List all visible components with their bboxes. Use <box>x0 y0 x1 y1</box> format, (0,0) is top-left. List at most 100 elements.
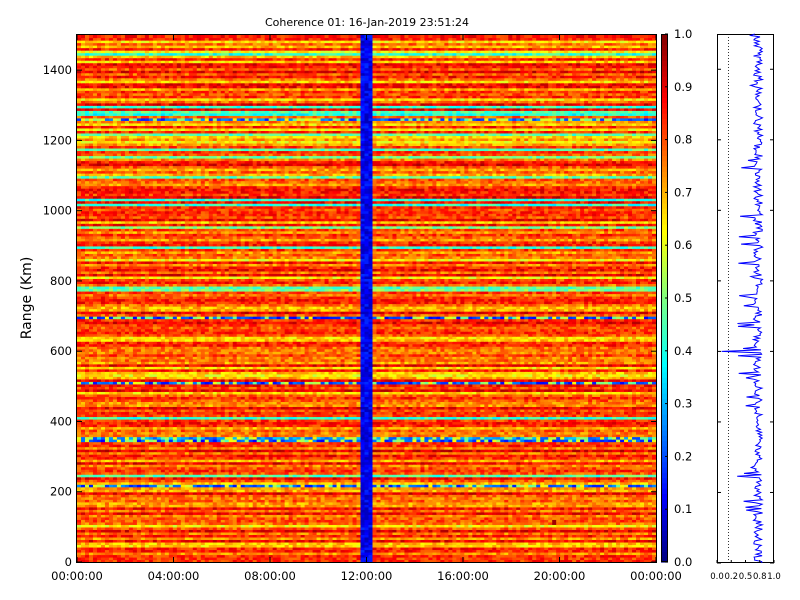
heatmap-cell <box>516 531 521 535</box>
heatmap-cell <box>572 556 577 561</box>
heatmap-cell <box>124 544 130 548</box>
heatmap-cell <box>452 556 457 561</box>
heatmap-cell <box>608 541 613 546</box>
heatmap-cell <box>136 541 142 546</box>
heatmap-cell <box>520 531 525 535</box>
heatmap-cell <box>216 524 222 528</box>
heatmap-cell <box>280 559 286 563</box>
heatmap-cell <box>484 531 489 535</box>
heatmap-cell <box>140 524 146 528</box>
heatmap-cell <box>80 559 86 563</box>
heatmap-cell <box>648 554 653 558</box>
heatmap-cell <box>476 556 481 561</box>
heatmap-cell <box>212 551 218 556</box>
heatmap-cell <box>324 546 330 551</box>
heatmap-cell <box>504 536 509 541</box>
heatmap-cell <box>496 526 501 530</box>
heatmap-cell <box>512 554 517 558</box>
heatmap-cell <box>612 546 617 551</box>
heatmap-cell <box>124 524 130 528</box>
heatmap-cell <box>352 541 358 546</box>
heatmap-cell <box>276 546 282 551</box>
heatmap-cell <box>264 521 270 525</box>
heatmap-cell <box>272 521 278 525</box>
heatmap-cell <box>488 526 493 530</box>
heatmap-cell <box>196 546 202 551</box>
heatmap-cell <box>408 549 414 553</box>
heatmap-cell <box>428 524 433 528</box>
heatmap-cell <box>88 529 94 533</box>
heatmap-cell <box>276 526 282 530</box>
heatmap-cell <box>440 539 445 543</box>
heatmap-cell <box>160 539 166 543</box>
heatmap-cell <box>632 546 637 551</box>
heatmap-cell <box>356 544 362 548</box>
heatmap-cell <box>180 531 186 535</box>
heatmap-cell <box>464 531 469 535</box>
heatmap-cell <box>308 531 314 535</box>
heatmap-cell <box>372 534 378 538</box>
heatmap-cell <box>648 521 653 525</box>
heatmap-cell <box>484 526 489 530</box>
heatmap-cell <box>132 541 138 546</box>
heatmap-cell <box>400 549 406 553</box>
heatmap-cell <box>372 539 378 543</box>
heatmap-cell <box>84 554 90 558</box>
heatmap-cell <box>84 519 90 523</box>
heatmap-cell <box>432 541 437 546</box>
heatmap-cell <box>156 526 162 530</box>
heatmap-cell <box>132 549 138 553</box>
heatmap-cell <box>624 541 629 546</box>
heatmap-cell <box>612 559 617 563</box>
heatmap-cell <box>424 536 429 541</box>
heatmap-cell <box>572 539 577 543</box>
heatmap-cell <box>108 546 114 551</box>
heatmap-cell <box>160 521 166 525</box>
heatmap-cell <box>248 556 254 561</box>
heatmap-cell <box>104 544 110 548</box>
heatmap-cell <box>316 551 322 556</box>
heatmap-cell <box>100 524 106 528</box>
heatmap-cell <box>648 556 653 561</box>
heatmap-cell <box>456 551 461 556</box>
heatmap-cell <box>280 536 286 541</box>
heatmap-cell <box>108 549 114 553</box>
heatmap-cell <box>264 549 270 553</box>
heatmap-cell <box>400 536 406 541</box>
heatmap-cell <box>324 554 330 558</box>
heatmap-cell <box>232 526 238 530</box>
heatmap-cell <box>320 556 326 561</box>
heatmap-cell <box>324 544 330 548</box>
heatmap-cell <box>264 556 270 561</box>
heatmap-cell <box>232 519 238 523</box>
heatmap-cell <box>400 556 406 561</box>
heatmap-cell <box>380 519 386 523</box>
heatmap-cell <box>640 551 645 556</box>
heatmap-cell <box>100 554 106 558</box>
heatmap-cell <box>504 521 509 525</box>
heatmap-cell <box>480 526 485 530</box>
heatmap-cell <box>256 521 262 525</box>
heatmap-cell <box>488 539 493 543</box>
heatmap-cell <box>368 524 374 528</box>
heatmap-cell <box>652 559 657 563</box>
heatmap-cell <box>444 554 449 558</box>
heatmap-cell <box>272 534 278 538</box>
heatmap-cell <box>348 551 354 556</box>
heatmap-cell <box>208 534 214 538</box>
heatmap-cell <box>500 531 505 535</box>
heatmap-cell <box>164 524 170 528</box>
heatmap-cell <box>360 559 366 563</box>
heatmap-cell <box>592 536 597 541</box>
heatmap-cell <box>652 526 657 530</box>
heatmap-cell <box>552 551 557 556</box>
heatmap-cell <box>288 559 294 563</box>
heatmap-cell <box>396 534 402 538</box>
heatmap-cell <box>232 524 238 528</box>
heatmap-cell <box>600 536 605 541</box>
heatmap-cell <box>460 546 465 551</box>
heatmap-cell <box>568 549 573 553</box>
heatmap-cell <box>604 536 609 541</box>
heatmap-cell <box>564 521 569 525</box>
heatmap-cell <box>568 554 573 558</box>
